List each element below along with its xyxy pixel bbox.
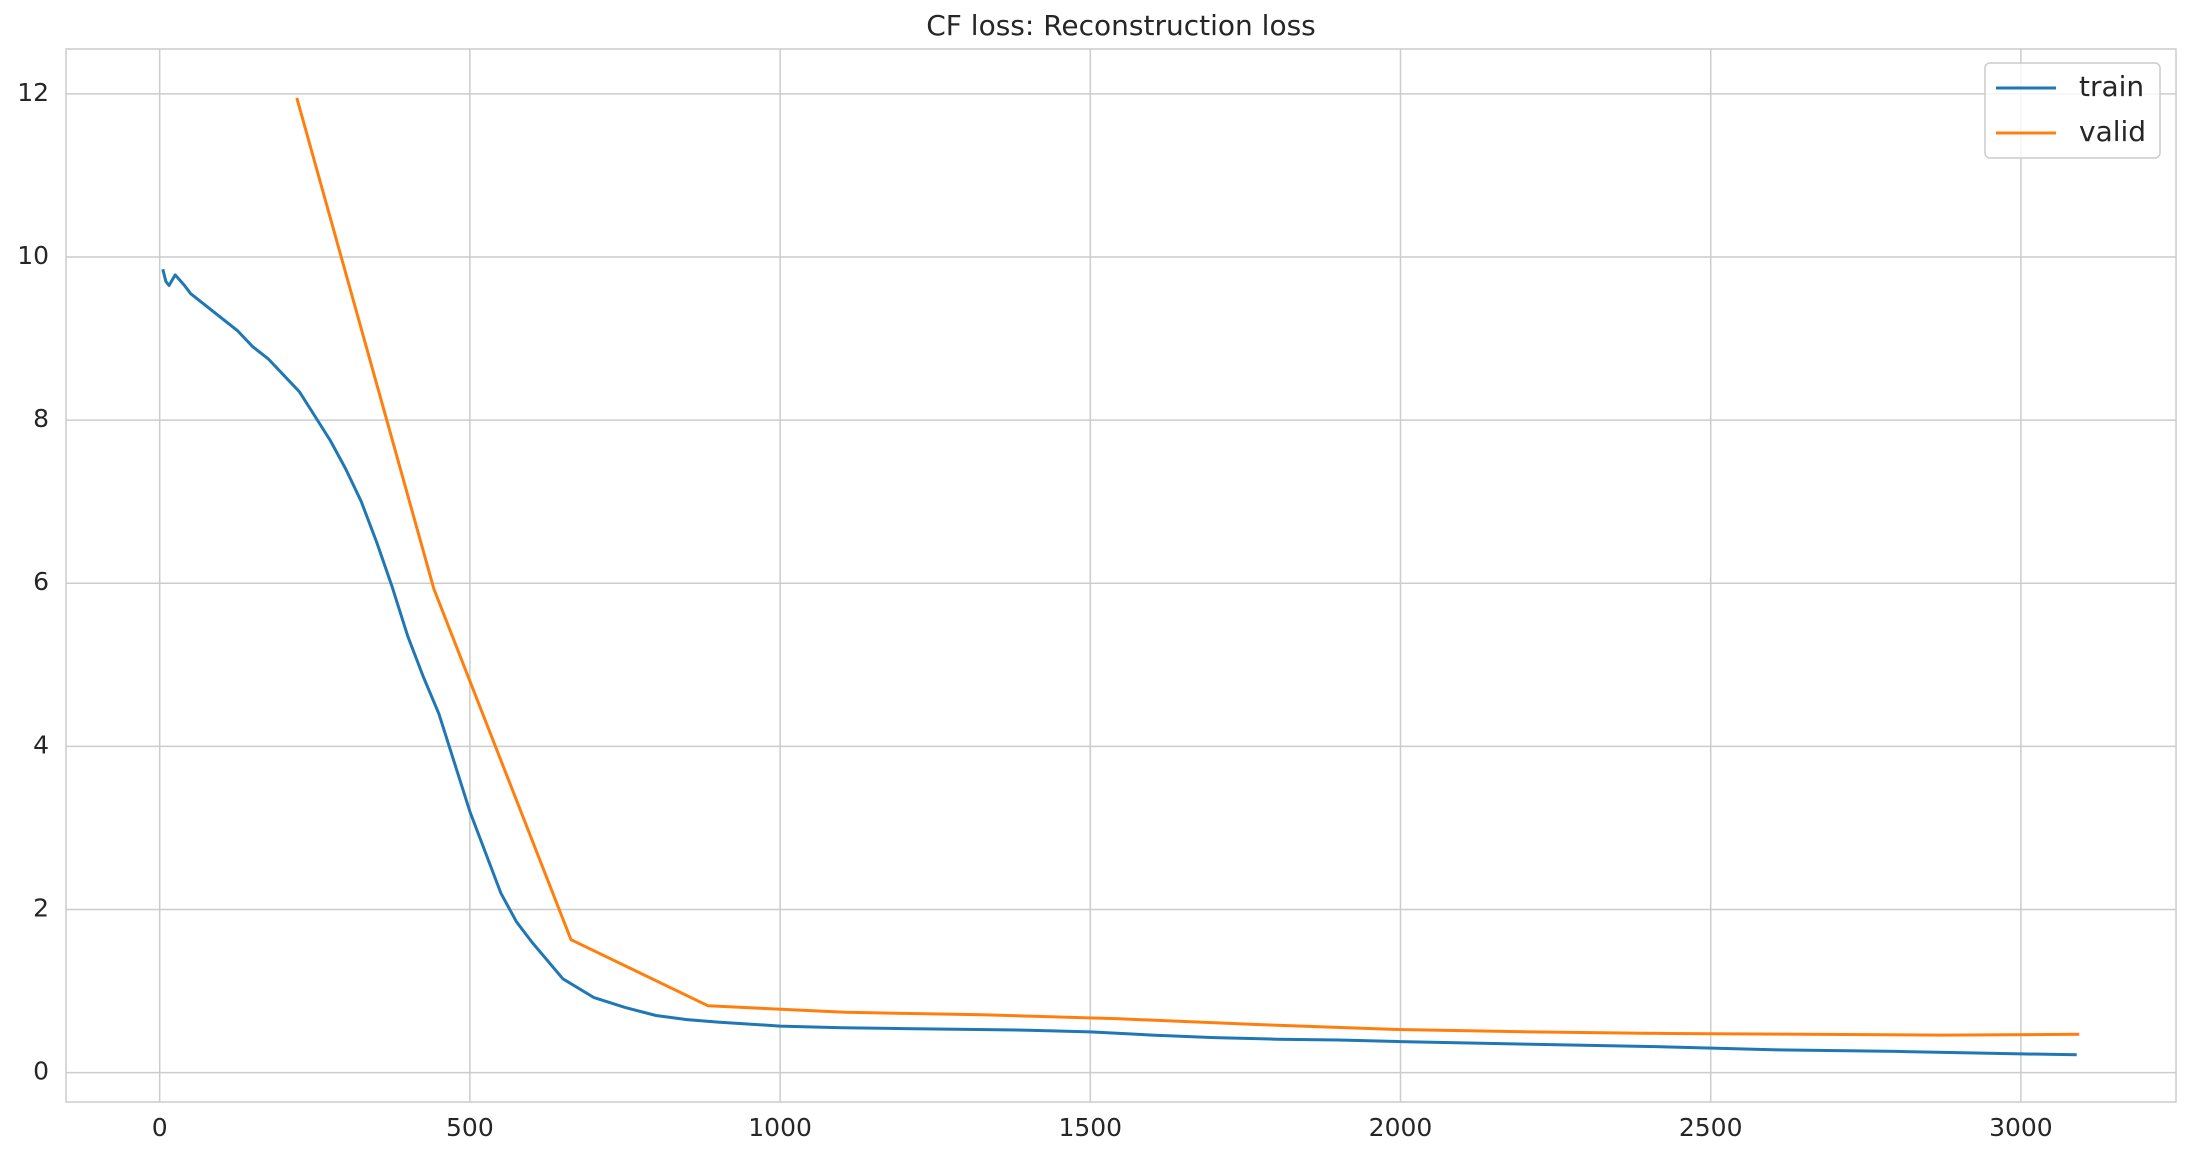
y-tick-label: 6 [33, 567, 49, 596]
x-tick-label: 500 [446, 1113, 494, 1142]
legend-label: train [2079, 70, 2144, 103]
chart-title: CF loss: Reconstruction loss [926, 9, 1316, 42]
legend-label: valid [2079, 115, 2146, 148]
plot-frame [65, 48, 2177, 1103]
x-tick-label: 2000 [1369, 1113, 1433, 1142]
x-tick-label: 2500 [1679, 1113, 1743, 1142]
y-tick-label: 8 [33, 404, 49, 433]
series-line [161, 268, 2077, 1057]
y-tick-label: 2 [33, 894, 49, 923]
y-tick-label: 10 [17, 241, 49, 270]
x-tick-label: 1500 [1058, 1113, 1122, 1142]
y-tick-label: 4 [33, 730, 49, 759]
y-tick-label: 0 [33, 1057, 49, 1086]
x-tick-label: 1000 [748, 1113, 812, 1142]
x-tick-label: 0 [152, 1113, 168, 1142]
series-line [295, 97, 2080, 1037]
x-tick-label: 3000 [1989, 1113, 2053, 1142]
y-tick-label: 12 [17, 78, 49, 107]
